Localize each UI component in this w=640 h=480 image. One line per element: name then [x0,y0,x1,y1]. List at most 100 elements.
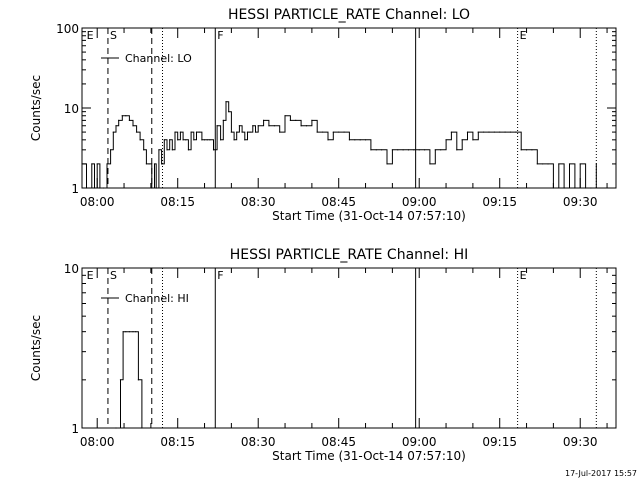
lo-data-point [542,163,544,165]
hi-data-point [125,331,127,333]
lo-data-point [190,131,192,133]
lo-data-point [423,149,426,151]
lo-data-point [143,149,145,151]
lo-data-point [163,139,165,141]
lo-data-point [322,131,324,133]
lo-data-point [171,149,173,151]
lo-data-point [456,149,458,151]
lo-x-tick-label: 08:45 [321,195,356,209]
lo-data-point [434,149,436,151]
lo-data-point [397,149,399,151]
lo-title: HESSI PARTICLE_RATE Channel: LO [228,7,470,23]
lo-data-point [257,125,259,127]
lo-data-point [499,131,501,133]
hi-marker-label: E [87,269,94,282]
lo-data-point [195,131,198,133]
lo-data-point [466,131,469,133]
lo-data-point [198,131,200,133]
hi-panel: HESSI PARTICLE_RATE Channel: HI 1 10 Counts… [29,247,617,463]
lo-data-point [268,125,270,127]
lo-data-point [429,163,431,165]
lo-data-point [515,131,517,133]
lo-data-point [212,149,215,151]
lo-data-point [305,125,308,127]
lo-data-point [450,131,453,133]
lo-data-point [153,163,156,165]
hi-x-tick-label: 08:00 [80,435,115,449]
lo-data-point [91,163,93,165]
lo-data-point [93,187,96,189]
hi-y-tick-label: 10 [64,262,79,276]
lo-data-point [132,125,134,127]
lo-data-point [461,139,463,141]
lo-data-point [579,163,581,165]
hi-marker-label: F [217,269,223,282]
lo-x-tick-label: 08:00 [80,195,115,209]
lo-data-point [477,131,479,133]
hi-legend-label: Channel: HI [125,292,189,305]
lo-data-point [174,131,176,133]
lo-data-point [289,119,292,121]
lo-data-point [225,101,227,103]
lo-data-point [249,131,251,133]
lo-data-point [187,149,190,151]
lo-data-point [128,119,131,121]
lo-data-point [201,139,203,141]
lo-data-point [493,131,495,133]
lo-data-point [273,125,275,127]
lo-data-point [375,149,377,151]
lo-marker-label: E [520,29,527,42]
lo-data-point [241,131,243,133]
lo-data-point [418,149,420,151]
lo-data-point [525,149,528,151]
lo-marker-label: S [110,29,117,42]
lo-data-point [155,187,157,189]
lo-data-point [148,163,150,165]
lo-data-point [246,131,249,133]
hi-marker-label: S [110,269,117,282]
lo-data-point [135,131,138,133]
hi-y-axis-label: Counts/sec [29,315,43,381]
lo-data-point [563,187,565,189]
lo-data-point [536,163,538,165]
lo-data-point [483,131,485,133]
lo-data-point [295,119,297,121]
lo-data-point [504,131,506,133]
lo-x-tick-label: 09:00 [402,195,437,209]
lo-marker-label: E [87,29,94,42]
lo-data-point [472,139,474,141]
lo-data-point [179,131,181,133]
lo-data-point [216,125,218,127]
lo-data-point [327,139,329,141]
lo-y-tick-label: 1 [71,182,79,196]
lo-y-axis-label: Counts/sec [29,75,43,141]
lo-data-point [348,139,351,141]
lo-data-point [316,131,318,133]
lo-data-point [520,149,522,151]
lo-data-point [531,149,533,151]
hi-data-point [128,331,131,333]
lo-data-point [413,149,415,151]
lo-data-point [125,115,127,117]
lo-data-point [206,139,208,141]
hi-data-point [137,379,139,381]
lo-data-point [182,139,184,141]
lo-data-point [99,187,101,189]
lo-data-point [222,119,224,121]
lo-data-point [509,131,512,133]
lo-data-point [220,139,222,141]
lo-data-point [590,187,592,189]
lo-data-point [407,149,410,151]
hi-x-tick-label: 09:15 [482,435,517,449]
lo-x-axis-label: Start Time (31-Oct-14 07:57:10) [272,209,466,223]
lo-data-point [118,119,120,121]
lo-data-point [177,139,179,141]
lo-data-point [85,187,88,189]
lo-data-point [343,131,345,133]
lo-data-point [244,139,246,141]
lo-data-point [391,149,393,151]
hi-data-point [141,427,143,429]
lo-data-point [284,115,286,117]
lo-x-tick-label: 08:15 [160,195,195,209]
lo-data-point [233,139,235,141]
